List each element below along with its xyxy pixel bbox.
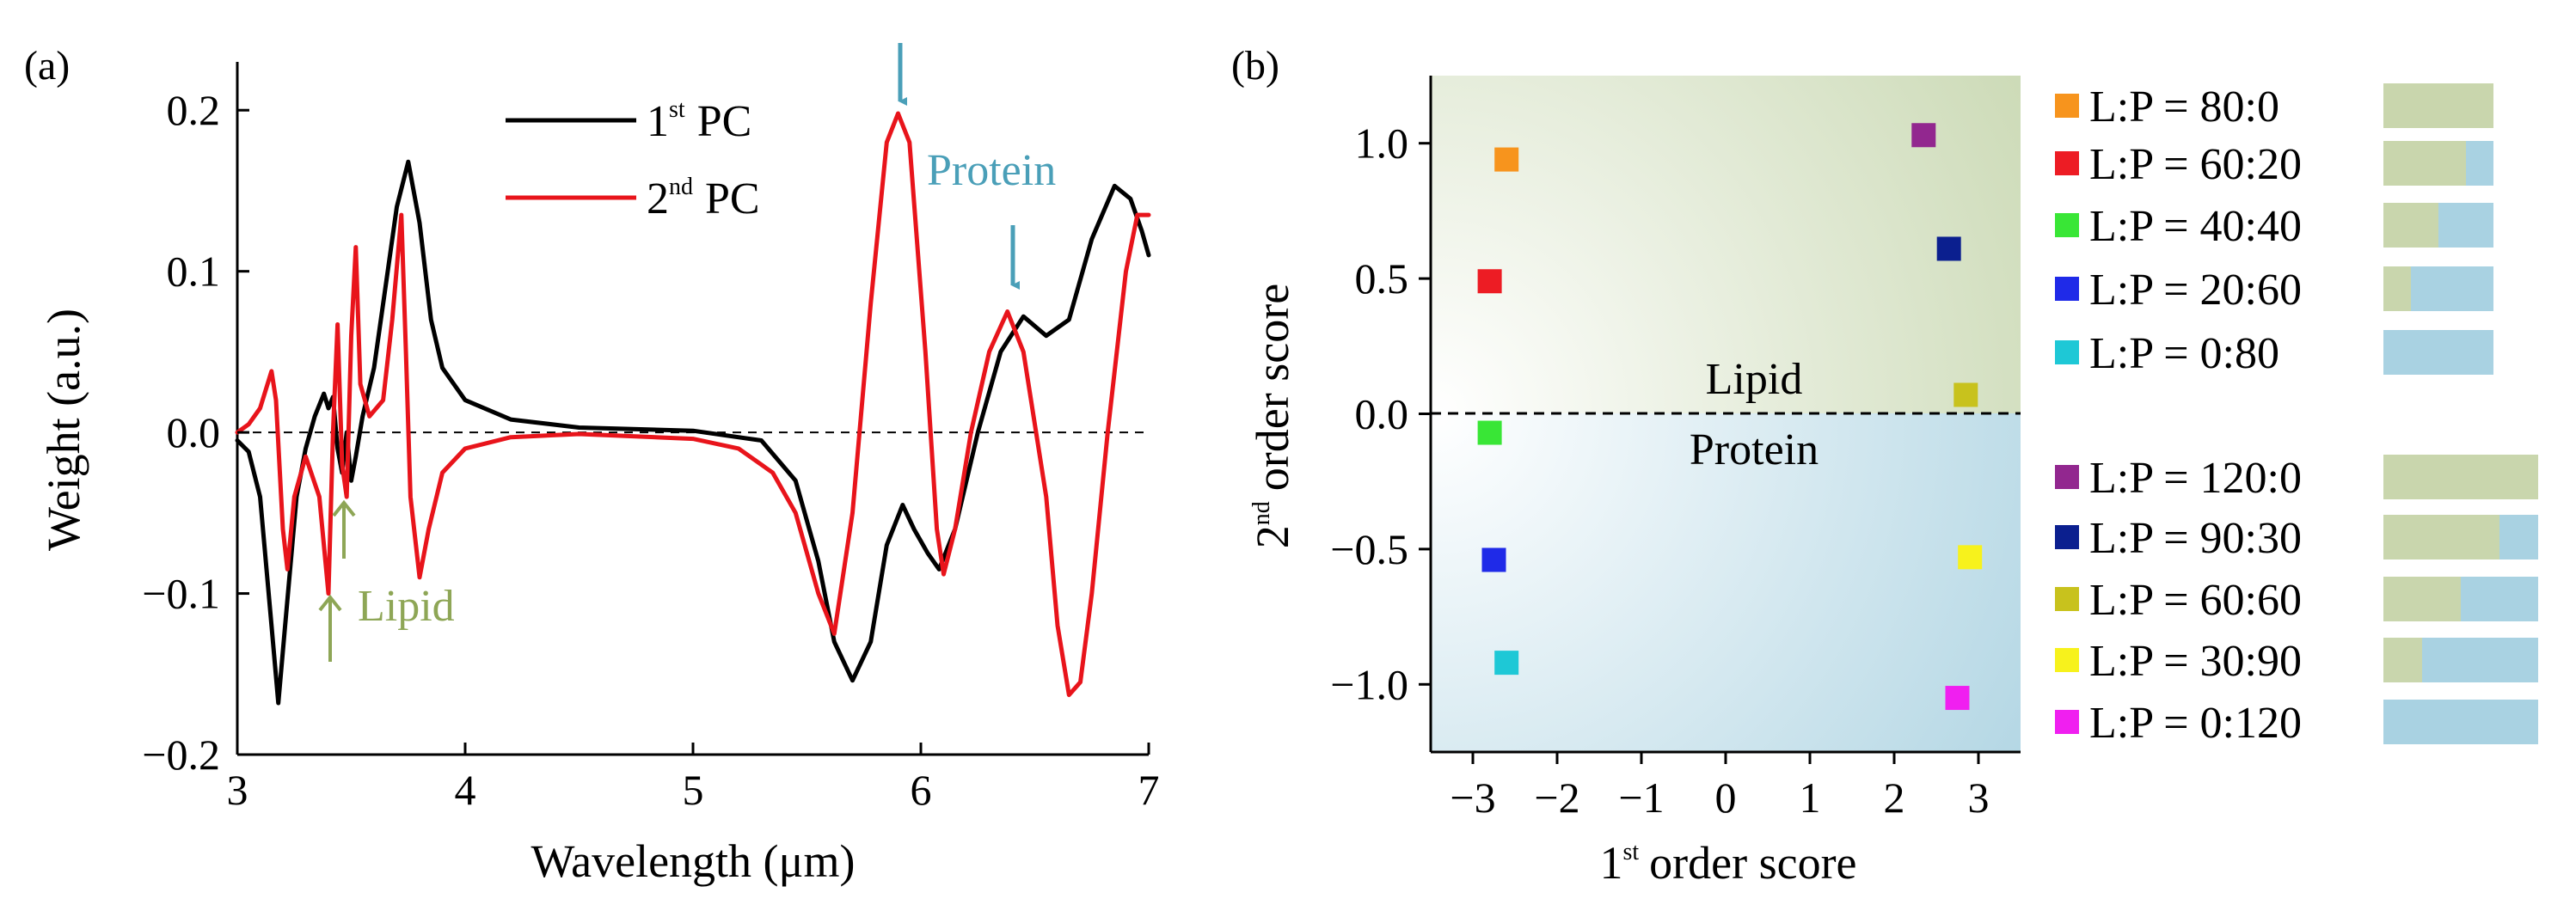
legend-label: L:P = 90:30 <box>2089 514 2302 563</box>
panel-b-y-tick-label: 0.0 <box>1355 390 1409 438</box>
scatter-point <box>1494 651 1519 676</box>
scatter-point <box>1936 236 1961 261</box>
legend-swatch <box>2055 340 2079 364</box>
panel-b-points <box>1477 123 1983 711</box>
panel-b-y-tick-label: 0.5 <box>1355 254 1409 303</box>
scatter-point <box>1477 420 1502 445</box>
panel-b-x-tick-label: 0 <box>1715 773 1737 822</box>
panel-a-x-tick-label: 3 <box>227 766 248 814</box>
legend-swatch <box>2055 525 2079 549</box>
legend-label-2nd-pc: 2nd PC <box>647 174 760 223</box>
panel-b-x-tick-label: −2 <box>1534 773 1579 822</box>
legend-label-1st-pc: 1st PC <box>647 96 751 146</box>
legend-label: L:P = 30:90 <box>2089 637 2302 686</box>
legend-swatch <box>2055 587 2079 611</box>
composition-bar-lipid <box>2383 638 2422 682</box>
composition-bar-lipid <box>2383 515 2499 559</box>
panel-a-x-tick-label: 5 <box>683 766 704 814</box>
composition-bar-protein <box>2438 203 2493 248</box>
panel-b-x-tick-label: 3 <box>1968 773 1990 822</box>
panel-b-x-tick-label: −3 <box>1450 773 1495 822</box>
legend-swatch <box>2055 277 2079 301</box>
scatter-point <box>1911 123 1936 148</box>
scatter-point <box>1477 269 1502 294</box>
lipid-annotation: Lipid <box>358 582 455 631</box>
lipid-arrow-2 <box>332 499 356 559</box>
panel-a-y-axis-label: Weight (a.u.) <box>38 309 89 551</box>
composition-bar-lipid <box>2383 203 2438 248</box>
composition-bar-protein <box>2411 266 2493 311</box>
panel-a-y-tick-label: 0.2 <box>167 86 221 134</box>
panel-a-label: (a) <box>24 43 70 89</box>
panel-b-y-tick-label: 1.0 <box>1355 119 1409 168</box>
composition-bar-lipid <box>2383 141 2466 186</box>
panel-a-y-tick-label: −0.1 <box>142 570 220 618</box>
legend-label: L:P = 0:80 <box>2089 329 2279 378</box>
scatter-point <box>1481 547 1506 572</box>
scatter-point <box>1953 382 1978 407</box>
legend-swatch <box>2055 710 2079 734</box>
legend-label: L:P = 20:60 <box>2089 266 2302 315</box>
series-line-1st-pc <box>235 159 1151 706</box>
panel-a-y-tick-label: 0.0 <box>167 408 221 456</box>
legend-swatch <box>2055 213 2079 237</box>
composition-bar-protein <box>2383 700 2538 744</box>
panel-a-x-axis-label: Wavelength (μm) <box>531 835 856 887</box>
panel-a-y-tick-label: 0.1 <box>167 248 221 296</box>
panel-a-legend: 1st PC 2nd PC <box>506 96 760 223</box>
composition-bar-protein <box>2466 141 2493 186</box>
protein-annotation: Protein <box>927 146 1056 195</box>
panel-b-x-tick-label: 2 <box>1884 773 1905 822</box>
panel-b-label: (b) <box>1231 43 1279 89</box>
scatter-point <box>1494 147 1519 172</box>
panel-b-axes: −3 −2 −1 0 1 2 3 −1.0 −0.5 0.0 0.5 1.0 <box>1330 76 2021 822</box>
scatter-point <box>1958 545 1983 570</box>
panel-a-x-tick-label: 6 <box>911 766 932 814</box>
composition-bar-lipid <box>2383 455 2538 499</box>
legend-swatch <box>2055 151 2079 175</box>
composition-bar-protein <box>2383 330 2493 375</box>
panel-a-ticks: 3 4 5 6 7 −0.2 −0.1 0.0 0.1 0.2 <box>142 86 1159 814</box>
legend-label: L:P = 120:0 <box>2089 454 2302 503</box>
legend-label: L:P = 80:0 <box>2089 83 2279 131</box>
series-line-2nd-pc <box>235 111 1151 698</box>
panel-b-y-tick-label: −1.0 <box>1330 660 1408 708</box>
lipid-arrow-1 <box>318 594 342 662</box>
legend-label: L:P = 60:20 <box>2089 140 2302 189</box>
legend-swatch <box>2055 465 2079 489</box>
protein-region-label: Protein <box>1690 425 1819 474</box>
composition-bar-lipid <box>2383 577 2461 621</box>
composition-bar-protein <box>2422 638 2538 682</box>
legend-swatch <box>2055 648 2079 672</box>
composition-bar-lipid <box>2383 83 2493 128</box>
composition-bar-lipid <box>2383 266 2411 311</box>
composition-bar-protein <box>2499 515 2538 559</box>
legend-label: L:P = 0:120 <box>2089 699 2302 748</box>
panel-b-legend: L:P = 80:0 L:P = 60:20 L:P = 40:40 L:P = 20… <box>2055 83 2538 748</box>
panel-b-y-axis-label: 2ndorder score <box>1247 284 1298 548</box>
composition-bar-protein <box>2461 577 2538 621</box>
panel-a-x-tick-label: 4 <box>455 766 476 814</box>
panel-b-x-axis-label: 1st order score <box>1599 837 1856 889</box>
lipid-region-label: Lipid <box>1706 355 1803 404</box>
panel-b-x-tick-label: 1 <box>1800 773 1821 822</box>
panel-a-series <box>235 111 1151 706</box>
legend-swatch <box>2055 94 2079 118</box>
protein-region <box>1431 413 2021 752</box>
panel-b-x-tick-label: −1 <box>1618 773 1664 822</box>
panel-b-y-tick-label: −0.5 <box>1330 525 1408 573</box>
panel-a-y-tick-label: −0.2 <box>142 731 220 779</box>
legend-label: L:P = 40:40 <box>2089 202 2302 251</box>
panel-a-x-tick-label: 7 <box>1138 766 1160 814</box>
scatter-point <box>1945 686 1970 711</box>
legend-label: L:P = 60:60 <box>2089 576 2302 625</box>
